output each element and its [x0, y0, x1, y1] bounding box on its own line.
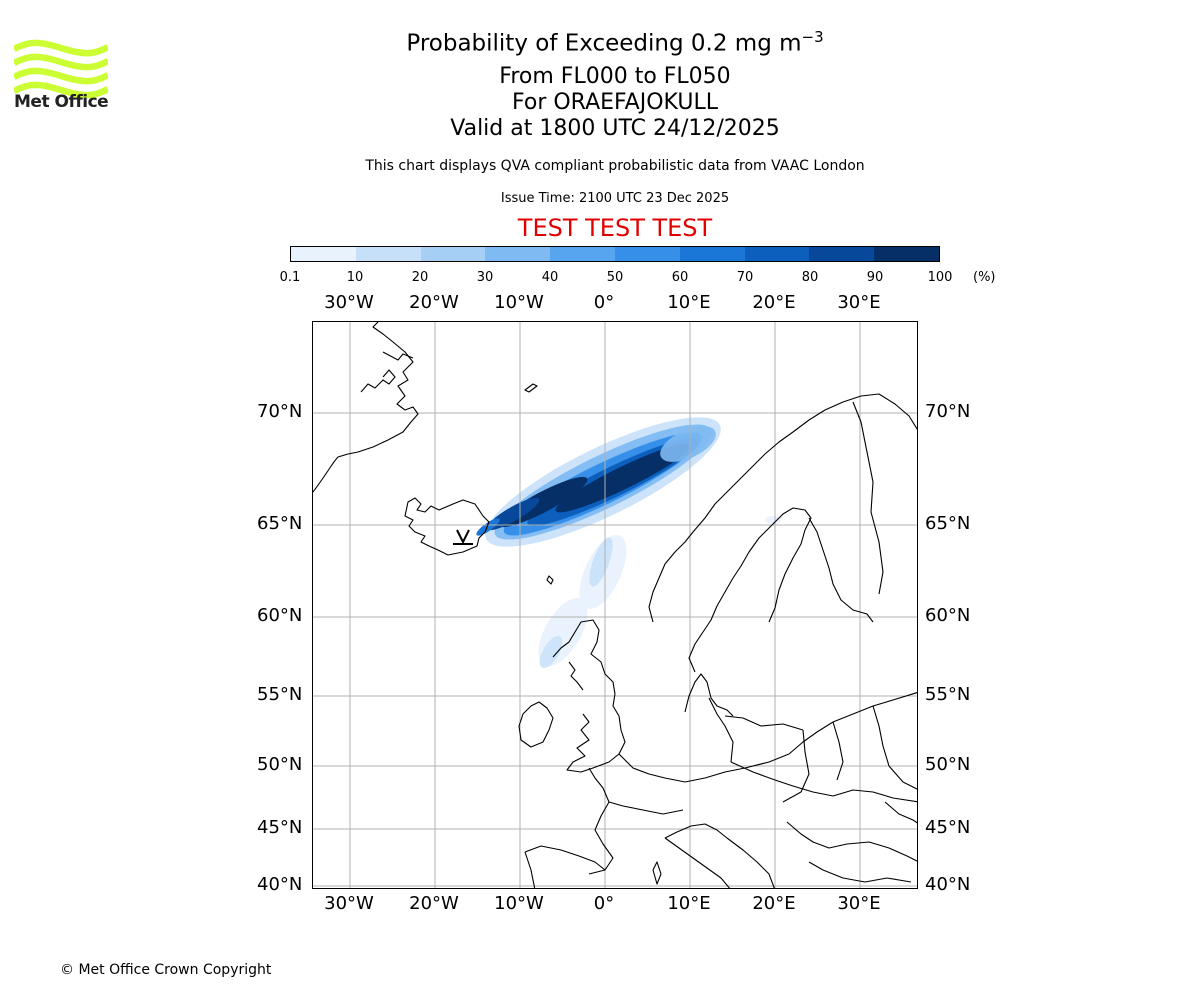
chart-subtitle: This chart displays QVA compliant probab… — [365, 158, 865, 174]
volcano-name: For ORAEFAJOKULL — [512, 90, 718, 115]
logo-text: Met Office — [14, 92, 109, 112]
longitude-label: 30°W — [324, 292, 374, 313]
plume-probability-area — [660, 426, 716, 462]
latitude-label: 65°N — [925, 513, 971, 534]
plume-probability-area — [589, 537, 613, 587]
colorbar-unit: (%) — [973, 270, 996, 285]
latitude-label: 45°N — [257, 817, 303, 838]
colorbar-tick-label: 0.1 — [279, 270, 301, 285]
latitude-label: 50°N — [925, 754, 971, 775]
colorbar-segment — [550, 247, 615, 261]
copyright: © Met Office Crown Copyright — [60, 962, 272, 978]
longitude-label: 20°E — [752, 893, 796, 914]
colorbar-tick-label: 60 — [671, 270, 689, 285]
longitude-label: 10°W — [494, 292, 544, 313]
longitude-label: 0° — [593, 893, 615, 914]
latitude-label: 60°N — [257, 605, 303, 626]
longitude-label: 30°E — [837, 893, 881, 914]
colorbar-tick-label: 70 — [736, 270, 754, 285]
longitude-label: 20°W — [409, 893, 459, 914]
colorbar-segment — [679, 247, 745, 261]
colorbar-tick-label: 10 — [346, 270, 364, 285]
plume-probability-area — [765, 516, 781, 524]
latitude-label: 45°N — [925, 817, 971, 838]
map-canvas — [313, 322, 917, 888]
ash-plume-probability — [476, 417, 781, 669]
colorbar-segment — [355, 247, 421, 261]
colorbar-segment — [809, 247, 875, 261]
coastlines — [313, 322, 917, 888]
colorbar-tick-label: 50 — [606, 270, 624, 285]
met-office-waves-logo — [14, 39, 108, 99]
longitude-label: 10°E — [667, 893, 711, 914]
latitude-label: 65°N — [257, 513, 303, 534]
longitude-label: 30°E — [837, 292, 881, 313]
longitude-label: 10°W — [494, 893, 544, 914]
latitude-label: 70°N — [257, 401, 303, 422]
flight-level-range: From FL000 to FL050 — [499, 64, 731, 89]
colorbar-segment — [420, 247, 486, 261]
probability-colorbar — [290, 246, 940, 262]
plume-probability-area — [476, 518, 500, 536]
longitude-label: 30°W — [324, 893, 374, 914]
colorbar-segment — [291, 247, 356, 261]
map-panel — [312, 321, 918, 889]
latitude-label: 70°N — [925, 401, 971, 422]
colorbar-tick-label: 100 — [927, 270, 953, 285]
latitude-label: 40°N — [257, 874, 303, 895]
valid-time: Valid at 1800 UTC 24/12/2025 — [450, 116, 780, 141]
colorbar-tick-label: 90 — [866, 270, 884, 285]
latitude-label: 50°N — [257, 754, 303, 775]
latitude-label: 60°N — [925, 605, 971, 626]
latitude-label: 55°N — [925, 684, 971, 705]
longitude-label: 10°E — [667, 292, 711, 313]
colorbar-tick-label: 40 — [541, 270, 559, 285]
latitude-label: 55°N — [257, 684, 303, 705]
graticule — [313, 322, 917, 888]
longitude-label: 20°E — [752, 292, 796, 313]
volcano-marker — [453, 529, 473, 545]
longitude-label: 20°W — [409, 292, 459, 313]
colorbar-segment — [614, 247, 680, 261]
latitude-label: 40°N — [925, 874, 971, 895]
plume-probability-area — [539, 635, 563, 669]
plume-probability-area — [486, 497, 540, 531]
colorbar-segment — [874, 247, 939, 261]
colorbar-tick-label: 80 — [801, 270, 819, 285]
chart-title: Probability of Exceeding 0.2 mg m−3 — [0, 28, 1200, 57]
longitude-label: 0° — [593, 292, 615, 313]
colorbar-tick-label: 20 — [411, 270, 429, 285]
colorbar-tick-label: 30 — [476, 270, 494, 285]
plume-probability-area — [555, 443, 691, 513]
test-banner: TEST TEST TEST — [517, 214, 713, 242]
colorbar-segment — [744, 247, 810, 261]
issue-time: Issue Time: 2100 UTC 23 Dec 2025 — [500, 191, 730, 206]
colorbar-segment — [485, 247, 551, 261]
title-text: Probability of Exceeding 0.2 mg m — [406, 30, 802, 57]
title-exponent: −3 — [801, 28, 824, 46]
